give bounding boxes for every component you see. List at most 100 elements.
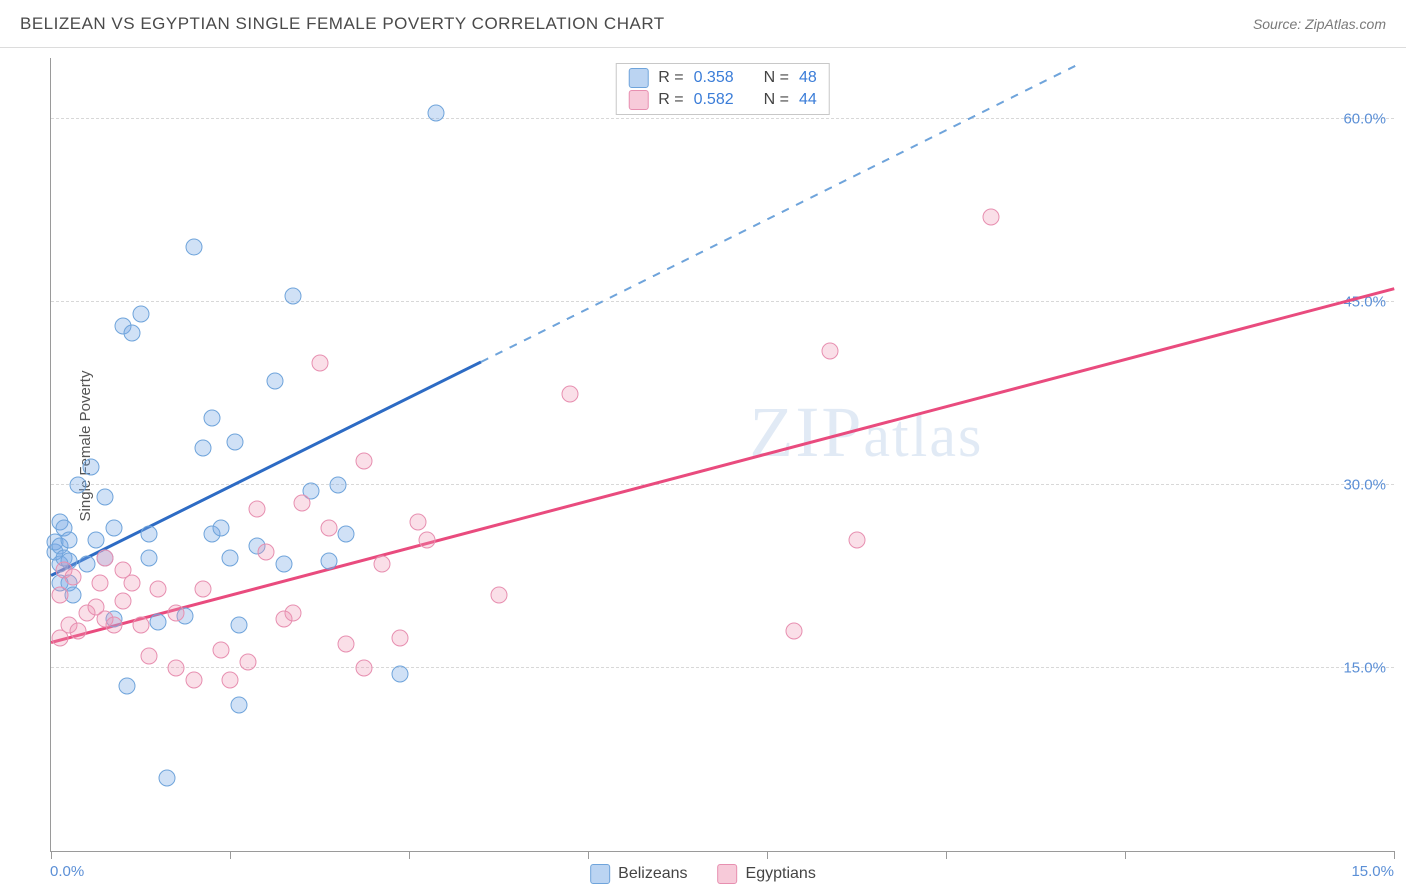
data-point bbox=[69, 477, 86, 494]
x-tick bbox=[767, 851, 768, 859]
data-point bbox=[239, 653, 256, 670]
r-label: R = bbox=[658, 69, 683, 87]
legend-item-belizeans: Belizeans bbox=[590, 864, 687, 884]
n-value-egyptians: 44 bbox=[799, 91, 817, 109]
legend-row-egyptians: R = 0.582 N = 44 bbox=[628, 90, 817, 110]
data-point bbox=[114, 592, 131, 609]
data-point bbox=[490, 586, 507, 603]
data-point bbox=[320, 519, 337, 536]
data-point bbox=[848, 531, 865, 548]
y-tick-label: 60.0% bbox=[1343, 111, 1386, 128]
legend-item-egyptians: Egyptians bbox=[718, 864, 816, 884]
data-point bbox=[78, 556, 95, 573]
data-point bbox=[356, 452, 373, 469]
data-point bbox=[338, 635, 355, 652]
x-axis-start-label: 0.0% bbox=[50, 863, 84, 880]
source-prefix: Source: bbox=[1253, 16, 1305, 32]
data-point bbox=[119, 678, 136, 695]
data-point bbox=[213, 641, 230, 658]
data-point bbox=[150, 613, 167, 630]
n-label: N = bbox=[764, 91, 789, 109]
swatch-blue-icon bbox=[590, 864, 610, 884]
chart-title: BELIZEAN VS EGYPTIAN SINGLE FEMALE POVER… bbox=[20, 14, 665, 34]
data-point bbox=[374, 556, 391, 573]
chart-area: ZIPatlas R = 0.358 N = 48 R = 0.582 N = … bbox=[50, 48, 1394, 852]
data-point bbox=[96, 489, 113, 506]
data-point bbox=[392, 666, 409, 683]
x-tick bbox=[588, 851, 589, 859]
r-value-egyptians: 0.582 bbox=[694, 91, 734, 109]
legend-row-belizeans: R = 0.358 N = 48 bbox=[628, 68, 817, 88]
data-point bbox=[410, 513, 427, 530]
data-point bbox=[65, 568, 82, 585]
data-point bbox=[159, 769, 176, 786]
data-point bbox=[141, 647, 158, 664]
data-point bbox=[69, 623, 86, 640]
data-point bbox=[786, 623, 803, 640]
x-axis-end-label: 15.0% bbox=[1351, 863, 1394, 880]
x-tick bbox=[409, 851, 410, 859]
data-point bbox=[87, 531, 104, 548]
data-point bbox=[222, 672, 239, 689]
x-tick bbox=[230, 851, 231, 859]
data-point bbox=[392, 629, 409, 646]
source-name: ZipAtlas.com bbox=[1305, 16, 1386, 32]
swatch-pink-icon bbox=[628, 90, 648, 110]
data-point bbox=[226, 434, 243, 451]
data-point bbox=[195, 440, 212, 457]
data-point bbox=[105, 519, 122, 536]
data-point bbox=[338, 525, 355, 542]
data-point bbox=[293, 495, 310, 512]
chart-header: BELIZEAN VS EGYPTIAN SINGLE FEMALE POVER… bbox=[0, 0, 1406, 48]
data-point bbox=[231, 617, 248, 634]
y-tick-label: 15.0% bbox=[1343, 660, 1386, 677]
data-point bbox=[266, 373, 283, 390]
data-point bbox=[231, 696, 248, 713]
plot-region: ZIPatlas R = 0.358 N = 48 R = 0.582 N = … bbox=[50, 58, 1394, 852]
data-point bbox=[92, 574, 109, 591]
data-point bbox=[186, 672, 203, 689]
y-tick-label: 30.0% bbox=[1343, 477, 1386, 494]
data-point bbox=[123, 324, 140, 341]
data-point bbox=[257, 544, 274, 561]
n-value-belizeans: 48 bbox=[799, 69, 817, 87]
data-point bbox=[284, 605, 301, 622]
data-point bbox=[311, 355, 328, 372]
data-point bbox=[329, 477, 346, 494]
data-point bbox=[562, 385, 579, 402]
gridline bbox=[51, 301, 1394, 302]
data-point bbox=[983, 208, 1000, 225]
data-point bbox=[168, 605, 185, 622]
data-point bbox=[275, 556, 292, 573]
data-point bbox=[248, 501, 265, 518]
data-point bbox=[213, 519, 230, 536]
n-label: N = bbox=[764, 69, 789, 87]
data-point bbox=[51, 586, 68, 603]
r-value-belizeans: 0.358 bbox=[694, 69, 734, 87]
data-point bbox=[320, 552, 337, 569]
data-point bbox=[141, 525, 158, 542]
swatch-pink-icon bbox=[718, 864, 738, 884]
data-point bbox=[168, 660, 185, 677]
data-point bbox=[150, 580, 167, 597]
gridline bbox=[51, 118, 1394, 119]
series-legend: Belizeans Egyptians bbox=[590, 864, 816, 884]
x-tick bbox=[51, 851, 52, 859]
data-point bbox=[96, 550, 113, 567]
data-point bbox=[222, 550, 239, 567]
data-point bbox=[204, 409, 221, 426]
source-attribution: Source: ZipAtlas.com bbox=[1253, 16, 1386, 32]
x-tick bbox=[946, 851, 947, 859]
data-point bbox=[132, 306, 149, 323]
gridline bbox=[51, 484, 1394, 485]
data-point bbox=[284, 287, 301, 304]
data-point bbox=[83, 458, 100, 475]
x-tick bbox=[1125, 851, 1126, 859]
data-point bbox=[132, 617, 149, 634]
data-point bbox=[186, 239, 203, 256]
swatch-blue-icon bbox=[628, 68, 648, 88]
legend-label-egyptians: Egyptians bbox=[746, 865, 816, 883]
data-point bbox=[821, 342, 838, 359]
x-tick bbox=[1394, 851, 1395, 859]
data-point bbox=[427, 104, 444, 121]
